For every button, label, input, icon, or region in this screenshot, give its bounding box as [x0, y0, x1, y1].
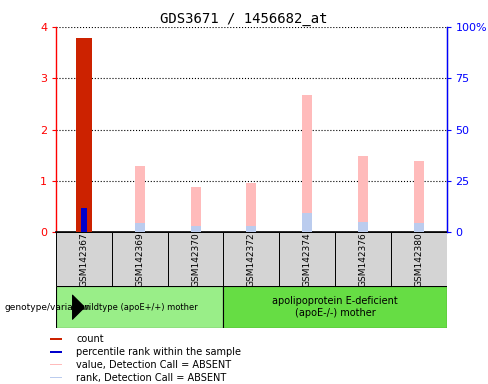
Bar	[135, 166, 145, 232]
Text: count: count	[76, 334, 104, 344]
Bar	[112, 232, 168, 286]
Bar	[190, 187, 201, 232]
Bar	[358, 222, 368, 232]
Bar	[56, 232, 112, 286]
Text: GSM142376: GSM142376	[358, 232, 367, 286]
Bar	[279, 232, 335, 286]
Bar	[50, 364, 61, 366]
Bar	[335, 232, 391, 286]
Bar	[246, 183, 256, 232]
Bar	[358, 156, 368, 232]
Text: wildtype (apoE+/+) mother: wildtype (apoE+/+) mother	[82, 303, 198, 312]
Bar	[50, 377, 61, 379]
Bar	[224, 286, 447, 328]
Text: percentile rank within the sample: percentile rank within the sample	[76, 347, 242, 357]
Bar	[168, 232, 224, 286]
Text: rank, Detection Call = ABSENT: rank, Detection Call = ABSENT	[76, 372, 226, 382]
Text: GSM142367: GSM142367	[80, 232, 88, 286]
Bar	[304, 213, 310, 232]
Bar	[246, 226, 256, 232]
Text: genotype/variation: genotype/variation	[5, 303, 91, 312]
Bar	[302, 95, 312, 232]
Bar	[414, 223, 424, 232]
Bar	[135, 223, 145, 232]
Text: value, Detection Call = ABSENT: value, Detection Call = ABSENT	[76, 359, 231, 369]
Text: GDS3671 / 1456682_at: GDS3671 / 1456682_at	[160, 12, 328, 25]
Bar	[391, 232, 447, 286]
Text: GSM142372: GSM142372	[247, 232, 256, 286]
Bar	[224, 232, 279, 286]
Text: GSM142380: GSM142380	[414, 232, 423, 286]
Text: GSM142370: GSM142370	[191, 232, 200, 286]
Text: GSM142374: GSM142374	[303, 232, 312, 286]
Text: GSM142369: GSM142369	[135, 232, 144, 286]
Bar	[50, 351, 61, 353]
Bar	[414, 161, 424, 232]
Bar	[56, 286, 224, 328]
Bar	[190, 226, 201, 232]
Bar	[302, 213, 312, 232]
Bar	[50, 338, 61, 339]
Polygon shape	[72, 295, 84, 319]
Text: apolipoprotein E-deficient
(apoE-/-) mother: apolipoprotein E-deficient (apoE-/-) mot…	[272, 296, 398, 318]
Bar	[81, 208, 87, 232]
Bar	[76, 38, 92, 232]
